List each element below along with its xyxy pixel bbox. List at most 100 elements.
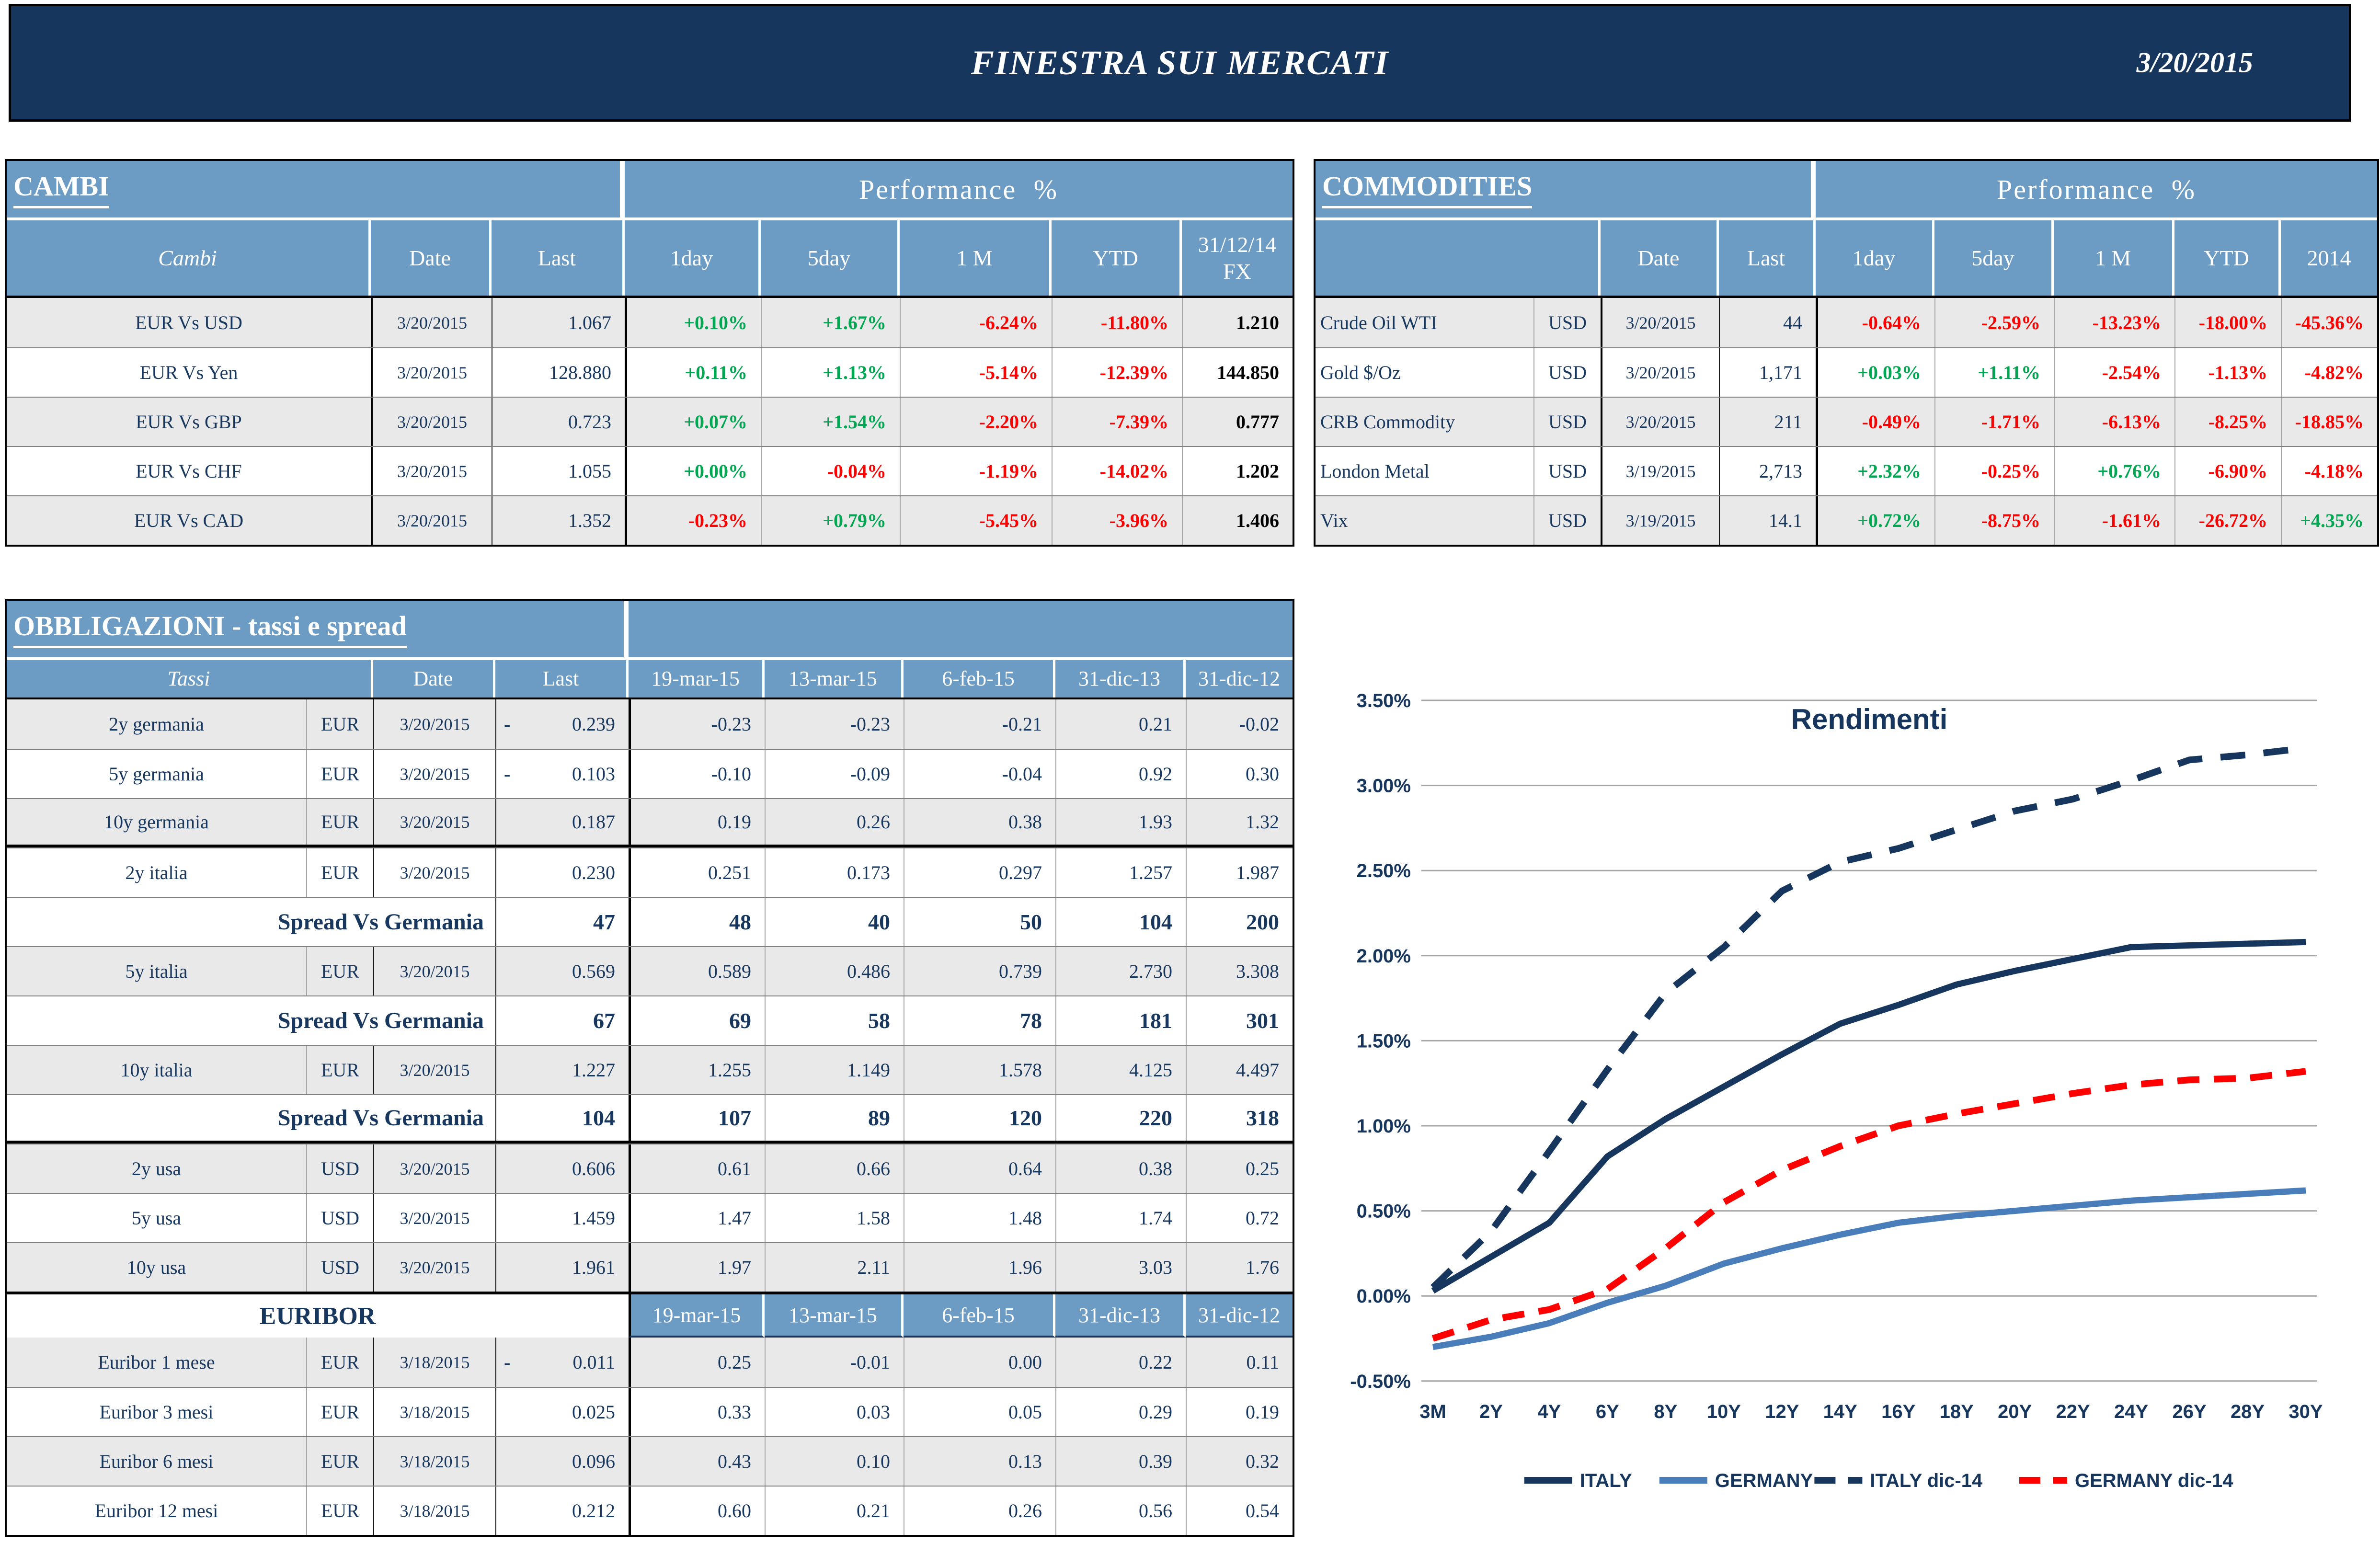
perf-cell: +0.07% [625,398,761,446]
hist-cell: 0.486 [765,947,904,995]
pair-name-cell: EUR Vs CHF [136,460,242,482]
bonds-title-band-filler [629,601,1293,657]
hist-cell: 0.739 [904,947,1055,995]
perf-cell: +1.11% [1934,348,2054,397]
hist-cell: -0.01 [765,1338,904,1387]
date-cell: 3/20/2015 [373,848,495,897]
perf-cell: -18.85% [2281,398,2377,446]
hist-cell: 0.13 [904,1437,1055,1486]
bonds-body: 2y germania EUR 3/20/2015-0.239 -0.23 -0.23-… [7,699,1293,1292]
spread-label-cell: Spread Vs Germania [277,909,484,935]
last-value: 0.187 [572,811,615,833]
spread-hist-cell: 58 [765,996,904,1045]
hist-cell: 1.58 [765,1194,904,1242]
fx-cell: 1.406 [1182,496,1293,545]
column-header: 1 M [2054,220,2174,296]
spread-last-cell: 104 [495,1095,629,1141]
cambi-performance-header: Performance % [625,161,1293,217]
table-row: 5y usa USD 3/20/2015 1.459 1.47 1.58 1.48 1.74 0… [7,1193,1293,1242]
hist-cell: 0.66 [765,1144,904,1193]
hist-cell: 0.38 [904,799,1055,845]
perf-cell: -11.80% [1052,298,1182,347]
table-row: Spread Vs Germania 47 48 40 50 104 200 [7,897,1293,946]
date-cell: 3/19/2015 [1601,496,1719,545]
pair-name-cell: EUR Vs GBP [7,398,371,446]
euribor-body: Euribor 1 mese EUR 3/18/2015-0.011 0.25 -0.0… [7,1338,1293,1535]
last-cell: 1,171 [1719,348,1816,397]
hist-cell: 0.10 [765,1437,904,1486]
cambi-section-title: CAMBI [13,170,109,208]
series-line-italy-dic-14 [1430,744,2306,1290]
euribor-section-title: EURIBOR [7,1294,629,1338]
date-cell: 3/20/2015 [373,1046,495,1094]
column-header: 31-dic-12 [1186,1294,1293,1338]
spread-hist-cell: 200 [1186,898,1293,946]
bonds-table: OBBLIGAZIONI - tassi e spread Tassi Date… [5,599,1294,1537]
perf-cell: -0.25% [1934,447,2054,495]
perf-cell: -1.19% [900,447,1052,495]
commodity-name-cell: CRB Commodity [1316,398,1533,446]
last-value: 0.569 [572,961,615,982]
hist-cell: 0.19 [629,799,765,845]
last-cell: 0.230 [495,848,629,897]
column-header: 1day [1816,220,1934,296]
last-cell: 0.569 [495,947,629,995]
spread-hist-cell: 40 [765,898,904,946]
hist-cell: 1.74 [1055,1194,1186,1242]
commodities-body: Crude Oil WTI USD 3/20/2015 44 -0.64% -2.59% -… [1316,298,2377,545]
column-header: Last [1719,220,1816,296]
currency-cell: USD [1533,348,1601,397]
y-axis-label: 3.00% [1357,776,1411,797]
spread-last-cell: 67 [495,996,629,1045]
cambi-column-headers: Cambi Date Last 1day 5day 1 M YTD 31/12/… [7,220,1293,298]
rate-name-cell: 10y usa [7,1243,306,1292]
currency-cell: USD [1533,496,1601,545]
hist-cell: -0.21 [904,699,1055,749]
spread-hist-cell: 89 [765,1095,904,1141]
perf-cell: -0.49% [1816,398,1934,446]
column-header: 31/12/14 FX [1182,220,1293,296]
date-cell: 3/20/2015 [373,1194,495,1242]
x-axis-label: 28Y [2231,1401,2265,1422]
last-cell: 0.187 [495,799,629,845]
x-axis-label: 30Y [2288,1401,2323,1422]
hist-cell: 0.19 [1186,1388,1293,1436]
legend-label: ITALY [1580,1470,1632,1491]
table-row: Spread Vs Germania 104 107 89 120 220 318 [7,1094,1293,1144]
rate-name-cell: 2y usa [7,1144,306,1193]
cambi-title-band: CAMBI Performance % [7,161,1293,220]
hist-cell: 0.92 [1055,750,1186,798]
pair-name-cell: EUR Vs Yen [139,362,238,383]
table-row: 2y usa USD 3/20/2015 0.606 0.61 0.66 0.64 0.38 0… [7,1144,1293,1193]
spread-hist-cell: 104 [1055,898,1186,946]
x-axis-label: 24Y [2114,1401,2148,1422]
rate-name-cell: Euribor 1 mese [7,1338,306,1387]
date-cell: 3/20/2015 [1601,398,1719,446]
perf-cell: -1.71% [1934,398,2054,446]
series-line-italy [1431,938,2306,1294]
y-axis-label: 0.50% [1357,1201,1411,1222]
last-cell: - 0.011 [495,1338,629,1387]
hist-cell: 2.11 [765,1243,904,1292]
perf-cell: +0.11% [625,348,761,397]
hist-cell: 1.93 [1055,799,1186,845]
minus-sign: - [504,763,511,785]
column-header: 5day [761,220,900,296]
page-title: FINESTRA SUI MERCATI [971,43,1389,82]
table-row: Euribor 1 mese EUR 3/18/2015- 0.011 0.25 -0.0… [7,1338,1293,1387]
hist-cell: -0.10 [629,750,765,798]
hist-cell: 1.96 [904,1243,1055,1292]
x-axis-label: 26Y [2172,1401,2206,1422]
column-header: 6-feb-15 [904,660,1055,698]
column-header: YTD [2174,220,2281,296]
spread-hist-cell: 220 [1055,1095,1186,1141]
bonds-column-headers: Tassi Date Last 19-mar-15 13-mar-15 6-fe… [7,660,1293,699]
last-cell: 1.055 [492,447,625,495]
fx-cell: 0.777 [1182,398,1293,446]
perf-cell: +0.00% [625,447,761,495]
table-row: 10y usa USD 3/20/2015 1.961 1.97 2.11 1.96 3.03… [7,1242,1293,1292]
hist-cell: 1.32 [1186,799,1293,845]
column-header: 1 M [900,220,1052,296]
column-header: Date [371,220,492,296]
series-line-germany-dic-14 [1431,1068,2306,1342]
